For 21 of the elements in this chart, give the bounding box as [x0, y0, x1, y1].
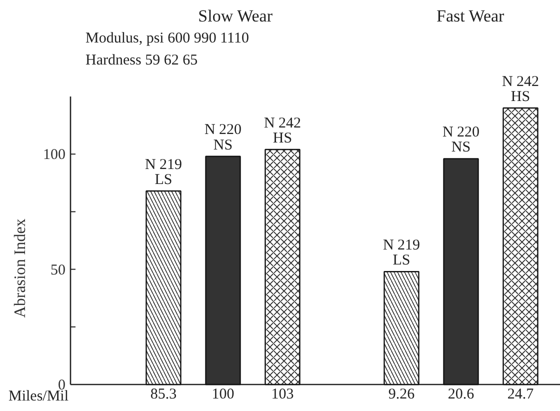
series-label: N 242 HS [502, 74, 540, 106]
y-tick-label: 50 [50, 262, 66, 278]
x-tick-label: 20.6 [448, 386, 475, 402]
text: Modulus, psi 600 990 1110 [86, 30, 249, 46]
x-tick-label: 85.3 [150, 386, 177, 402]
x-tick-label: 100 [212, 386, 234, 402]
x-tick-label: 24.7 [507, 386, 534, 402]
text: N 242 HS [264, 115, 302, 146]
text: N 220 NS [442, 124, 480, 156]
series-label: N 219 LS [144, 156, 182, 188]
x-tick-label: 9.26 [388, 386, 416, 402]
text: N 219 LS [382, 237, 420, 269]
y-axis-title: Abrasion Index [12, 218, 29, 318]
bar [443, 158, 479, 386]
series-label: N 220 NS [204, 122, 242, 154]
y-tick-label: 100 [43, 147, 66, 164]
text: Hardness 59 62 65 [86, 52, 198, 68]
text: Slow Wear [198, 6, 273, 26]
x-tick-label: 103 [271, 386, 294, 402]
text: Fast Wear [436, 6, 505, 26]
bar [205, 156, 241, 386]
